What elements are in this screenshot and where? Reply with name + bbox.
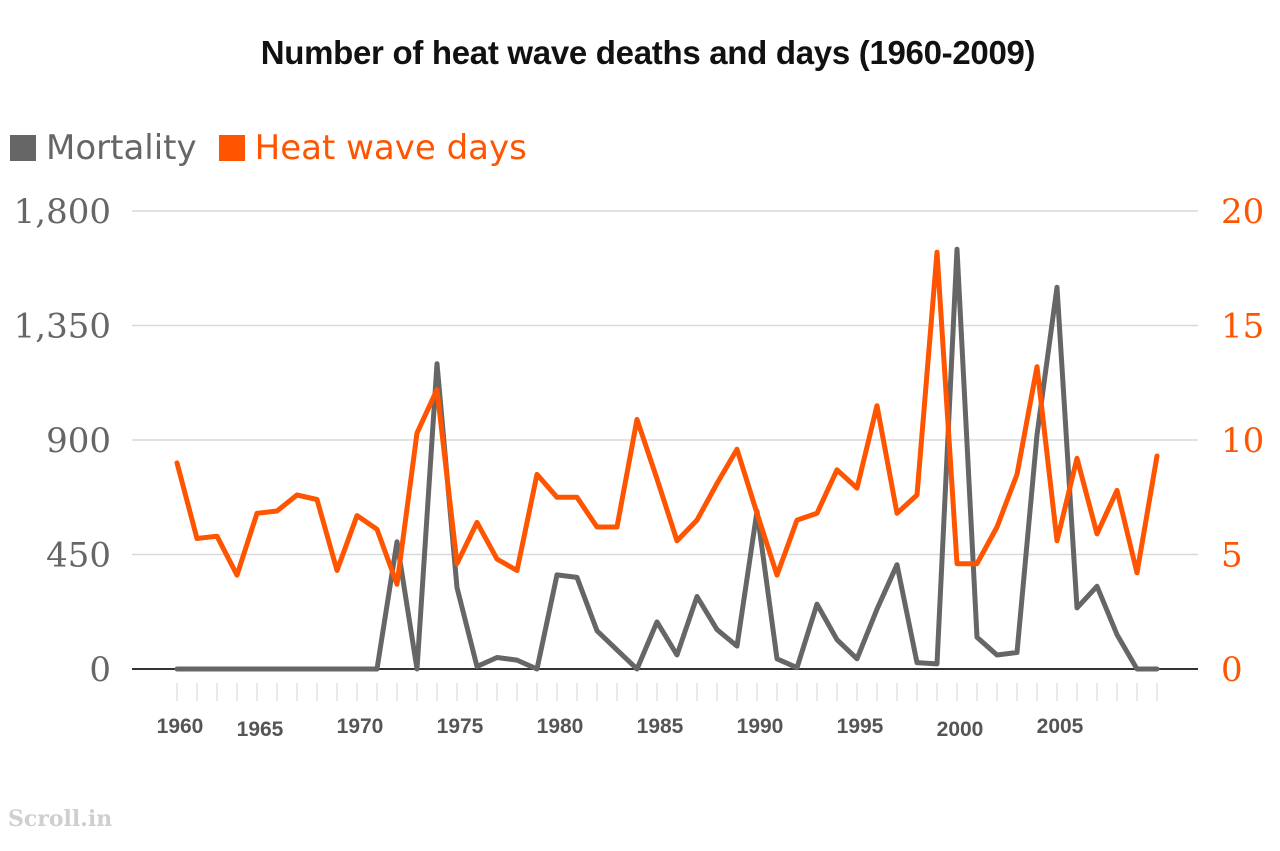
y-right-tick-label: 0 xyxy=(1221,650,1243,690)
x-tick-label: 1995 xyxy=(837,715,884,738)
series-line-heat-wave-days xyxy=(177,252,1157,584)
series-line-mortality xyxy=(177,249,1157,669)
x-tick-label: 2005 xyxy=(1037,715,1084,738)
x-tick-label: 1975 xyxy=(437,715,484,738)
watermark: Scroll.in xyxy=(8,806,112,832)
x-tick-label: 1960 xyxy=(157,715,204,738)
y-right-tick-label: 10 xyxy=(1221,421,1264,461)
y-left-tick-label: 450 xyxy=(46,536,111,576)
x-tick-label: 1990 xyxy=(737,715,784,738)
x-tick-label: 1965 xyxy=(237,718,284,741)
y-left-tick-label: 1,350 xyxy=(14,307,111,347)
line-chart: 0 0 450 5 900 10 1,350 15 1,800 20 1960 1965 1970 197… xyxy=(0,0,1280,851)
y-right-tick-label: 20 xyxy=(1221,192,1264,232)
y-right-tick-label: 5 xyxy=(1221,536,1243,576)
x-tick-label: 2000 xyxy=(937,718,984,741)
x-tick-label: 1985 xyxy=(637,715,684,738)
y-left-tick-label: 0 xyxy=(89,650,111,690)
y-left-tick-label: 1,800 xyxy=(14,192,111,232)
y-left-tick-label: 900 xyxy=(46,421,111,461)
x-tick-label: 1970 xyxy=(337,715,384,738)
y-right-tick-label: 15 xyxy=(1221,307,1264,347)
x-tick-label: 1980 xyxy=(537,715,584,738)
